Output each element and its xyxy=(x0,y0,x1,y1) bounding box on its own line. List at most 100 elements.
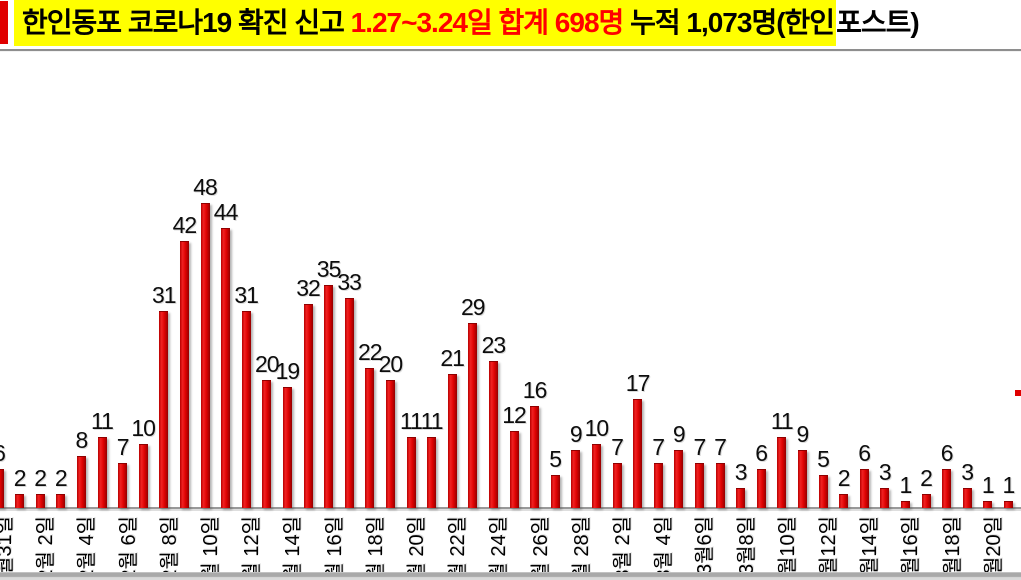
x-tick-label: 3월12일 xyxy=(818,516,840,580)
title-text-black-1: 한인동포 코로나19 확진 신고 xyxy=(22,7,351,38)
bar xyxy=(942,469,952,508)
x-tick-label: 1월31일 xyxy=(0,516,16,580)
bar-value-label: 2 xyxy=(34,465,47,491)
x-tick-label: 3월 2일 xyxy=(612,516,634,580)
bar xyxy=(241,311,251,508)
bar xyxy=(344,298,354,508)
x-tick-label: 2월 26일 xyxy=(529,516,552,580)
bar-value-label: 6 xyxy=(755,440,768,466)
bar-chart: 6222811710314248443120193235332220111121… xyxy=(0,52,1021,580)
x-tick-label: 3월14일 xyxy=(859,516,882,580)
bar xyxy=(715,463,725,508)
x-tick-label: 3월10일 xyxy=(776,516,799,580)
x-tick-label: 2월 24일 xyxy=(488,516,511,580)
x-tick-label: 2월 28일 xyxy=(570,516,593,580)
bar xyxy=(179,241,189,508)
bar-value-label: 21 xyxy=(440,345,465,371)
bar-value-label: 1 xyxy=(1002,472,1015,498)
bar xyxy=(15,494,25,508)
x-tick-label: 2월 18일 xyxy=(364,516,387,580)
x-tick-label: 2월 4일 xyxy=(76,516,99,580)
x-tick-label: 2월 14일 xyxy=(282,516,305,580)
bar xyxy=(591,444,601,508)
bar xyxy=(1003,501,1013,508)
bar xyxy=(736,488,746,508)
bar-value-label: 31 xyxy=(152,282,177,308)
bar xyxy=(97,437,107,508)
bar-value-label: 44 xyxy=(213,199,239,225)
bar xyxy=(818,475,828,508)
bar-value-label: 6 xyxy=(940,440,954,466)
bar-value-label: 11 xyxy=(91,408,114,434)
bar xyxy=(900,501,910,508)
clipped-bar-right-edge xyxy=(1015,390,1021,396)
x-tick-label: 2월 12일 xyxy=(241,516,264,580)
bar-value-label: 10 xyxy=(584,415,610,441)
x-tick-label: 2월 16일 xyxy=(323,516,346,580)
bar-value-label: 20 xyxy=(255,351,280,377)
title-highlight: 한인동포 코로나19 확진 신고 1.27~3.24일 합계 698명 누적 1… xyxy=(14,0,837,46)
bar xyxy=(509,431,519,508)
bar xyxy=(859,469,869,508)
bar xyxy=(324,285,334,508)
bar-value-label: 31 xyxy=(234,282,259,308)
bar xyxy=(56,494,66,508)
bar-value-label: 23 xyxy=(481,332,507,358)
bar xyxy=(962,488,972,508)
bar xyxy=(35,494,45,508)
bar xyxy=(921,494,931,508)
bar-value-label: 7 xyxy=(611,434,624,460)
bar xyxy=(0,469,4,508)
bar xyxy=(550,475,560,508)
bar-value-label: 5 xyxy=(817,446,830,472)
bar xyxy=(633,399,643,508)
red-accent-strip xyxy=(0,1,8,44)
bar xyxy=(488,361,498,508)
bar-value-label: 42 xyxy=(172,212,198,238)
bar-value-label: 32 xyxy=(296,275,321,301)
bar-value-label: 35 xyxy=(316,256,342,282)
bar-value-label: 2 xyxy=(920,465,933,491)
bar-value-label: 29 xyxy=(461,294,486,320)
x-tick-label: 2월 10일 xyxy=(200,516,222,580)
bar-value-label: 3 xyxy=(878,459,892,485)
bar-value-label: 8 xyxy=(75,427,88,453)
bar xyxy=(138,444,148,508)
bar xyxy=(468,323,478,508)
bar xyxy=(983,501,993,508)
bar-value-label: 19 xyxy=(275,358,301,384)
bar-value-label: 9 xyxy=(796,421,809,447)
bar-value-label: 7 xyxy=(714,434,727,460)
bar-value-label: 7 xyxy=(652,434,665,460)
bar xyxy=(674,450,684,508)
bar xyxy=(282,387,292,508)
bar-value-label: 1 xyxy=(899,472,912,498)
bar xyxy=(118,463,128,508)
bar xyxy=(612,463,622,508)
title-divider-line xyxy=(0,49,1021,51)
bar-value-label: 1 xyxy=(981,472,995,498)
bar xyxy=(880,488,890,508)
bar-value-label: 20 xyxy=(378,351,404,377)
bar-value-label: 2 xyxy=(13,465,27,491)
bar xyxy=(694,463,704,508)
bar xyxy=(756,469,766,508)
bar-value-label: 2 xyxy=(837,465,851,491)
x-tick-label: 3월 4일 xyxy=(653,516,676,580)
bar xyxy=(406,437,416,508)
bar-value-label: 9 xyxy=(569,421,583,447)
x-tick-label: 3월18일 xyxy=(941,516,964,580)
bar-value-label: 9 xyxy=(672,421,686,447)
bar-value-label: 3 xyxy=(961,459,974,485)
bar-value-label: 12 xyxy=(502,402,527,428)
x-tick-label: 3월20일 xyxy=(982,516,1005,580)
bar-value-label: 10 xyxy=(131,415,156,441)
bar-value-label: 11 xyxy=(400,408,423,434)
bar xyxy=(427,437,437,508)
bar xyxy=(385,380,395,508)
title-text-black-2: 누적 1,073명(한인 xyxy=(623,7,835,38)
bar-value-label: 22 xyxy=(358,339,383,365)
bar-value-label: 3 xyxy=(734,459,748,485)
bar-value-label: 11 xyxy=(420,408,444,434)
